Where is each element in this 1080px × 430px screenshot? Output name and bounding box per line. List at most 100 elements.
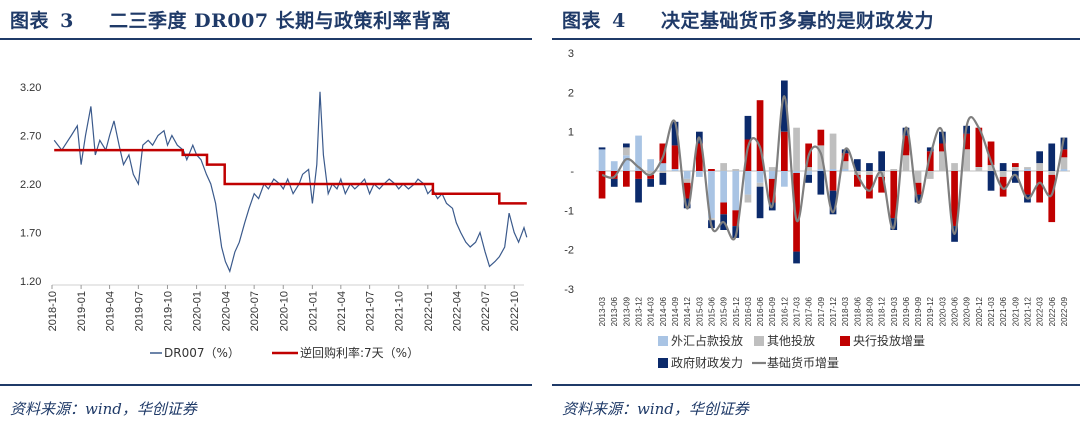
bar-fiscal: [623, 143, 630, 148]
x-tick-label: 2019-07: [133, 291, 145, 331]
legend-label-other: 其他投放: [767, 333, 815, 348]
x-tick-label: 2015-03: [695, 296, 704, 326]
bar-fx: [841, 169, 849, 171]
legend-swatch-fx: [658, 336, 668, 346]
x-tick-label: 2021-10: [394, 291, 406, 331]
x-tick-label: 2015-12: [732, 296, 741, 326]
bar-pboc: [829, 171, 837, 191]
legend-label-base-money: 基础货币增量: [767, 355, 839, 370]
series-line-reverse-repo-7d: [54, 148, 527, 205]
bar-other: [805, 167, 812, 171]
bar-pboc: [696, 143, 703, 171]
x-tick-label: 2022-01: [423, 291, 435, 331]
bar-other: [975, 167, 983, 171]
bar-fiscal: [987, 171, 995, 191]
bar-pboc: [793, 173, 800, 252]
bar-other: [1060, 157, 1068, 169]
series-line-base-money: [601, 95, 1065, 241]
chart-panel-base-money: 图表 4 决定基础货币多寡的是财政发力 3 2 1- -1 -2 -3 2013-03 201…: [552, 0, 1080, 430]
x-tick-label: 2020-07: [249, 291, 261, 331]
x-tick-label: 2013-12: [635, 296, 644, 326]
x-tick-label: 2019-10: [162, 291, 174, 331]
x-tick-label: 2016-03: [744, 296, 753, 326]
bar-fx: [829, 169, 837, 171]
x-tick-label: 2022-10: [509, 291, 521, 331]
y-tick-label: 2: [568, 87, 574, 99]
bar-fiscal: [1012, 171, 1019, 183]
x-tick-label: 2022-06: [1048, 296, 1057, 326]
bar-other: [951, 163, 958, 171]
source-note: 资料来源：wind，华创证券: [562, 400, 749, 418]
legend-label-dr007: DR007（%）: [164, 346, 240, 360]
bar-fx: [696, 171, 703, 177]
bar-other: [914, 171, 922, 183]
bar-other: [647, 171, 654, 175]
x-tick-label: 2020-06: [951, 296, 960, 326]
y-tick-label: -1: [564, 205, 574, 217]
bar-fiscal: [939, 131, 946, 144]
bar-other: [720, 163, 727, 171]
bar-fiscal: [926, 147, 934, 152]
x-tick-label: 2021-06: [999, 296, 1008, 326]
bar-pboc: [914, 182, 922, 195]
figure-label: 图表: [562, 10, 602, 32]
bar-fiscal: [598, 147, 606, 150]
x-tick-label: 2018-10: [47, 291, 59, 331]
x-tick-label: 2015-06: [708, 296, 717, 326]
title-rule: [0, 38, 532, 40]
bar-fx: [756, 171, 764, 183]
legend-label-reverse-repo: 逆回购利率:7天（%）: [300, 345, 419, 360]
x-tick-label: 2021-12: [1024, 296, 1033, 326]
bar-other: [768, 167, 776, 171]
x-tick-label: 2018-12: [878, 296, 887, 326]
bar-pboc: [841, 153, 849, 162]
y-tick-label: -3: [564, 284, 574, 296]
bar-other: [659, 171, 667, 173]
bar-pboc: [683, 182, 691, 199]
bar-fiscal: [659, 173, 667, 185]
bar-fiscal: [829, 190, 837, 215]
bar-other: [1024, 167, 1031, 170]
bar-pboc: [756, 100, 764, 171]
bar-fx: [610, 161, 618, 171]
x-tick-label: 2018-03: [841, 296, 850, 326]
bar-pboc: [1060, 149, 1068, 158]
bar-pboc: [866, 174, 873, 199]
x-tick-label: 2018-09: [866, 296, 875, 326]
bar-fx: [1060, 169, 1068, 171]
bar-other: [829, 133, 837, 169]
y-tick-label: 2.70: [20, 131, 41, 143]
x-tick-label: 2021-04: [336, 291, 348, 331]
source-rule: [552, 384, 1080, 386]
bar-other: [890, 169, 898, 171]
chart-panel-dr007: 图表 3 二三季度 DR007 长期与政策利率背离 3.20 2.70 2.20 1.…: [0, 0, 532, 430]
bar-fx: [768, 171, 776, 179]
bar-other: [939, 151, 946, 171]
bar-pboc: [951, 171, 958, 227]
bar-fiscal: [866, 163, 873, 171]
bar-other: [793, 127, 800, 171]
bar-fiscal: [914, 194, 922, 203]
y-tick-label: 1.70: [20, 228, 41, 240]
y-tick-label: 3.20: [20, 82, 41, 94]
bar-fiscal: [1036, 151, 1043, 164]
x-tick-label: 2020-01: [192, 291, 204, 331]
source-rule: [0, 384, 532, 386]
bar-other: [756, 182, 764, 187]
figure-title-text: 二三季度 DR007 长期与政策利率背离: [109, 10, 452, 32]
bar-other: [732, 169, 740, 171]
bar-other: [963, 149, 970, 171]
x-tick-label: 2022-03: [1036, 296, 1045, 326]
bar-pboc: [744, 139, 752, 171]
bar-fx: [635, 135, 642, 171]
y-tick-label: -: [570, 166, 574, 178]
bar-fx: [1024, 169, 1031, 171]
bar-pboc: [1048, 174, 1056, 223]
bar-pboc: [890, 171, 898, 219]
x-tick-label: 2018-06: [853, 296, 862, 326]
bar-fx: [732, 171, 740, 211]
bar-fx: [683, 171, 691, 179]
bar-other: [926, 171, 934, 179]
x-tick-label: 2014-06: [659, 296, 668, 326]
